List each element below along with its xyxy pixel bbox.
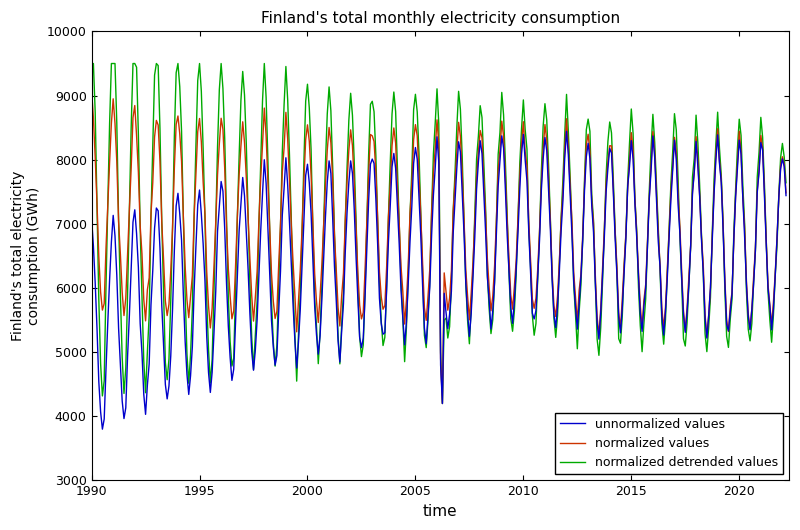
normalized values <box>276 220 286 227</box>
unnormalized values <box>259 156 269 163</box>
X-axis label: time: time <box>423 504 458 519</box>
Line: normalized detrended values: normalized detrended values <box>92 64 786 403</box>
unnormalized values <box>286 261 296 268</box>
unnormalized values <box>562 128 571 135</box>
normalized values <box>258 142 267 148</box>
normalized values <box>285 177 294 183</box>
unnormalized values <box>782 192 791 199</box>
normalized values <box>782 190 791 196</box>
normalized detrended values <box>265 226 274 233</box>
unnormalized values <box>126 267 136 273</box>
normalized detrended values <box>495 129 505 136</box>
normalized values <box>265 224 274 231</box>
normalized detrended values <box>87 60 97 67</box>
normalized values <box>87 87 97 94</box>
normalized detrended values <box>125 208 134 215</box>
normalized detrended values <box>285 152 294 158</box>
unnormalized values <box>495 158 505 164</box>
normalized values <box>125 207 134 213</box>
Line: normalized values: normalized values <box>92 91 786 403</box>
normalized detrended values <box>782 180 791 186</box>
normalized values <box>495 147 505 153</box>
Title: Finland's total monthly electricity consumption: Finland's total monthly electricity cons… <box>261 11 620 26</box>
unnormalized values <box>278 212 287 218</box>
normalized detrended values <box>258 98 267 104</box>
normalized detrended values <box>438 400 447 407</box>
unnormalized values <box>87 215 97 222</box>
unnormalized values <box>266 317 276 324</box>
Y-axis label: Finland's total electricity
consumption (GWh): Finland's total electricity consumption … <box>11 171 42 341</box>
unnormalized values <box>98 426 107 432</box>
normalized values <box>438 400 447 407</box>
Legend: unnormalized values, normalized values, normalized detrended values: unnormalized values, normalized values, … <box>554 413 782 474</box>
Line: unnormalized values: unnormalized values <box>92 131 786 429</box>
normalized detrended values <box>276 224 286 230</box>
